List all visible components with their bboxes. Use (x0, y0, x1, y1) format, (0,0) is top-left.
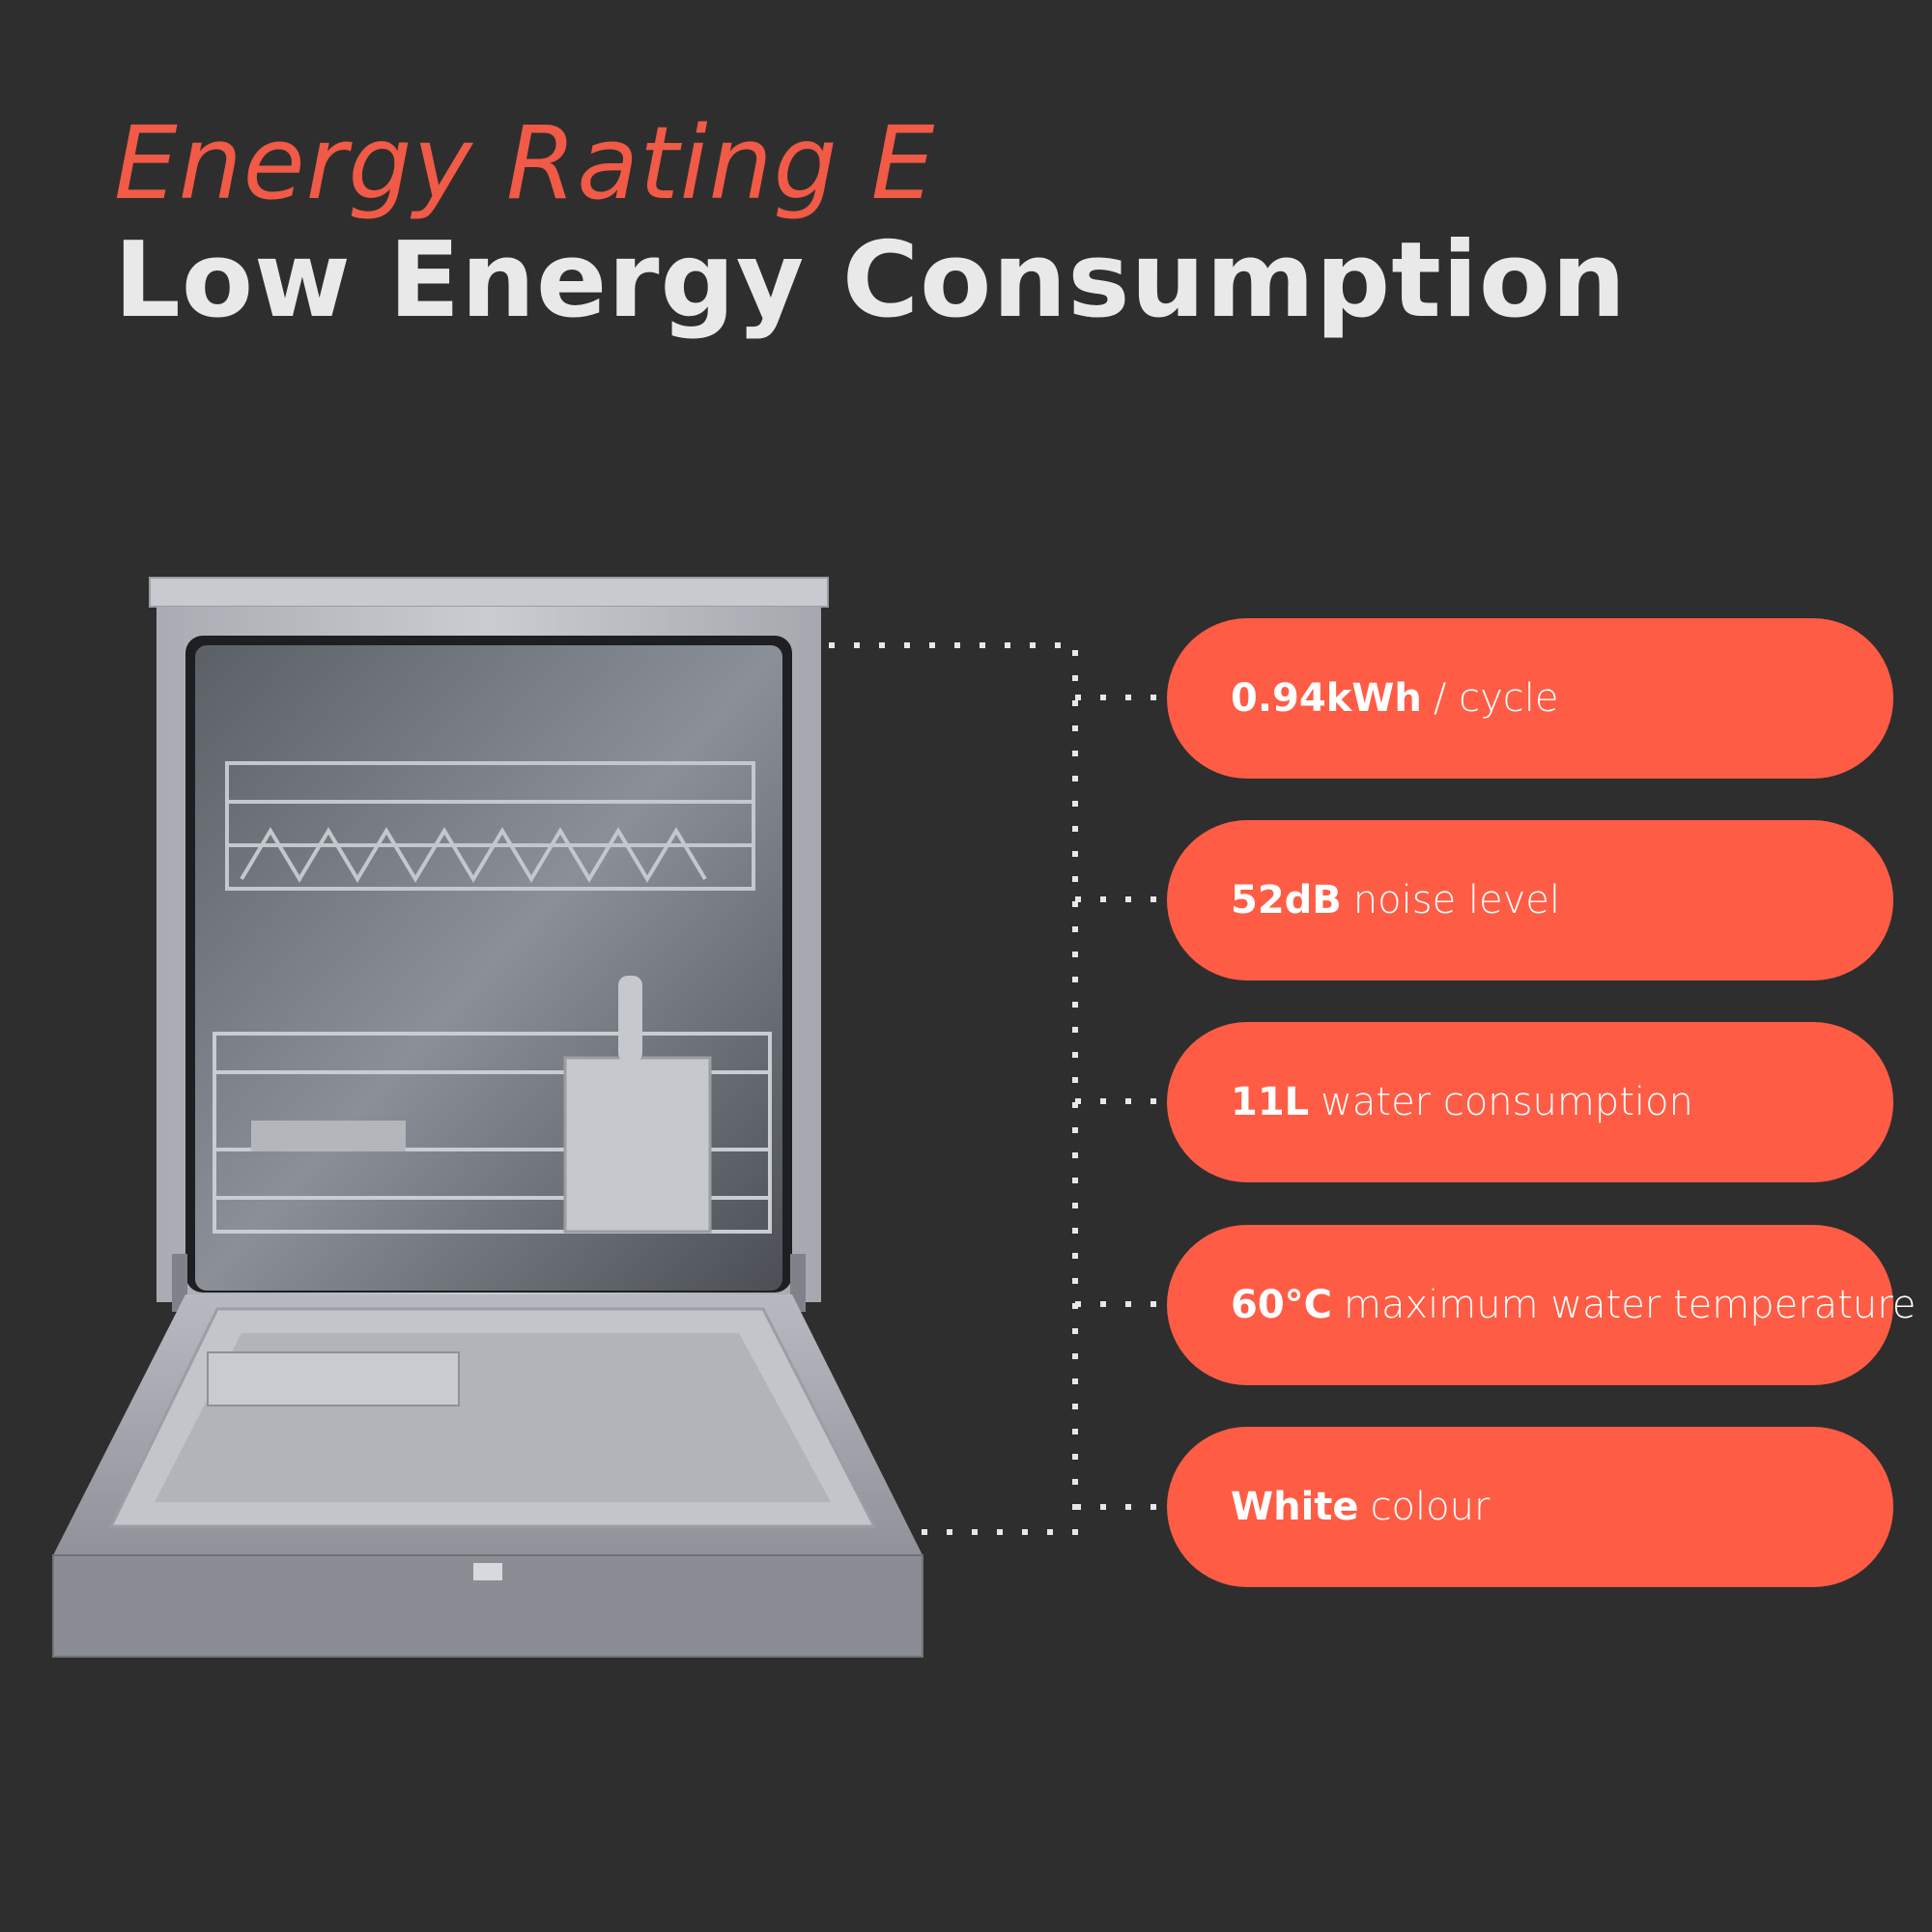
feature-pill-noise: 52dB noise level (1167, 820, 1893, 980)
feature-value: White (1231, 1485, 1359, 1529)
feature-label: colour (1370, 1485, 1491, 1529)
feature-pill-colour: White colour (1167, 1427, 1893, 1587)
energy-rating-heading: Energy Rating E (114, 104, 936, 222)
feature-label: maximum water temperature (1344, 1283, 1917, 1327)
feature-value: 60°C (1231, 1283, 1333, 1327)
feature-value: 0.94kWh (1231, 676, 1422, 721)
page-title: Low Energy Consumption (114, 220, 1627, 341)
feature-value: 52dB (1231, 878, 1342, 923)
feature-pill-water: 11L water consumption (1167, 1022, 1893, 1182)
feature-value: 11L (1231, 1080, 1310, 1124)
feature-label: water consumption (1321, 1080, 1693, 1124)
feature-pill-energy: 0.94kWh / cycle (1167, 618, 1893, 779)
feature-pill-temperature: 60°C maximum water temperature (1167, 1225, 1916, 1385)
feature-label: noise level (1352, 878, 1561, 923)
feature-label: / cycle (1433, 676, 1559, 721)
dishwasher-image (52, 577, 923, 1658)
